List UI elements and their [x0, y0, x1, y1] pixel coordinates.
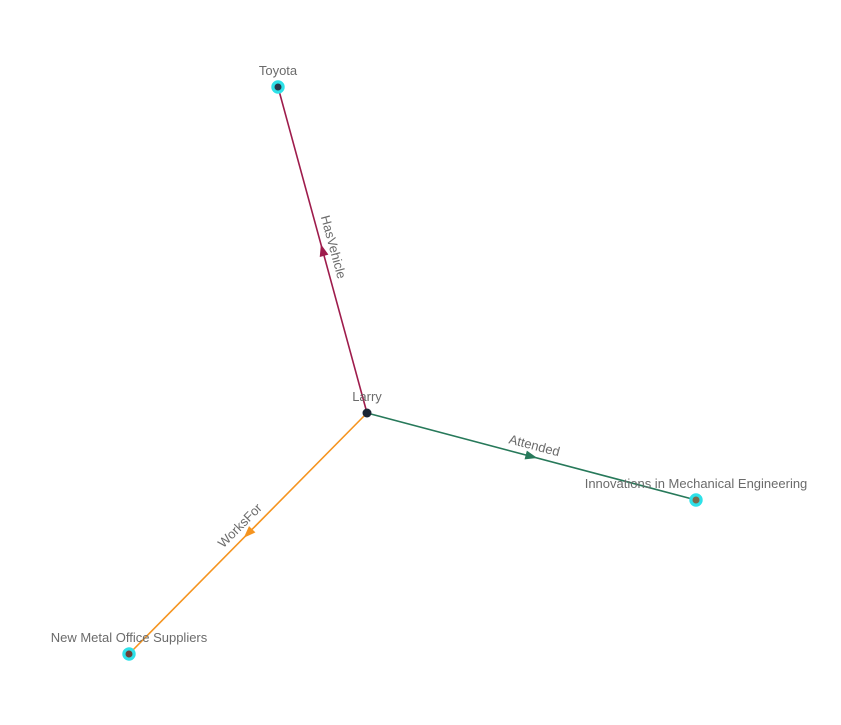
edge-worksfor-label: WorksFor — [215, 500, 266, 551]
edge-worksfor-arrowhead — [243, 526, 256, 538]
node-toyota-label: Toyota — [259, 63, 298, 78]
node-innovations-in-mechanical-engineering[interactable] — [692, 496, 700, 504]
node-larry[interactable] — [362, 408, 372, 418]
node-innovations-in-mechanical-engineering-label: Innovations in Mechanical Engineering — [585, 476, 808, 491]
edge-hasvehicle-arrowhead — [319, 244, 329, 257]
edge-attended-arrowhead — [524, 450, 538, 460]
edge-attended-label: Attended — [507, 431, 561, 459]
node-larry-label: Larry — [352, 389, 382, 404]
node-new-metal-office-suppliers[interactable] — [125, 650, 133, 658]
node-toyota[interactable] — [274, 83, 282, 91]
node-new-metal-office-suppliers-label: New Metal Office Suppliers — [51, 630, 208, 645]
